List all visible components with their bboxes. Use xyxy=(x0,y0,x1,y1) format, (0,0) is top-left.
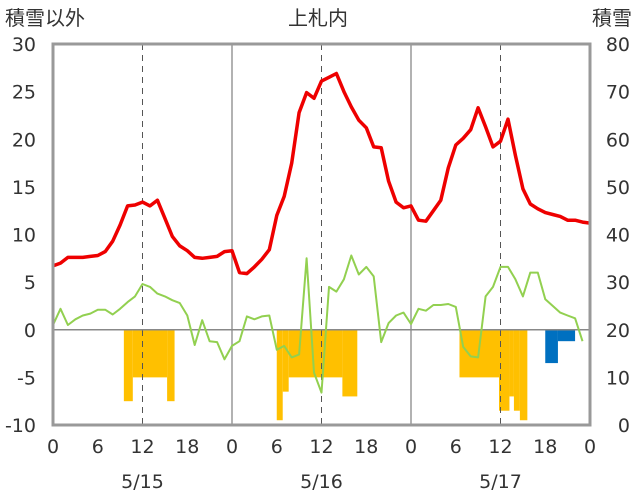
date-label: 5/17 xyxy=(479,471,522,493)
right-tick-label: 60 xyxy=(606,129,630,151)
left-axis-label: 積雪以外 xyxy=(5,6,85,30)
bar-0-2 xyxy=(167,329,175,402)
left-tick-label: 20 xyxy=(12,129,36,151)
right-tick-label: 30 xyxy=(606,272,630,294)
left-tick-label: 10 xyxy=(12,225,36,247)
x-tick-label: 12 xyxy=(309,436,333,458)
left-tick-label: 30 xyxy=(12,34,36,56)
bar-0-8 xyxy=(499,329,510,411)
left-tick-label: 5 xyxy=(24,272,36,294)
line-layer xyxy=(52,71,591,394)
x-tick-label: 0 xyxy=(584,436,596,458)
bar-1-0 xyxy=(545,329,558,364)
left-tick-label: 15 xyxy=(12,177,36,199)
gridline-layer xyxy=(53,44,590,425)
right-tick-label: 10 xyxy=(606,367,630,389)
x-tick-label: 18 xyxy=(175,436,199,458)
left-tick-label: 0 xyxy=(24,320,36,342)
x-tick-label: 12 xyxy=(130,436,154,458)
right-tick-label: 40 xyxy=(606,225,630,247)
series-line-1 xyxy=(52,254,584,394)
x-tick-label: 6 xyxy=(450,436,462,458)
right-tick-label: 20 xyxy=(606,320,630,342)
plot-frame xyxy=(51,42,592,427)
bar-0-9 xyxy=(509,329,514,397)
bar-0-10 xyxy=(513,329,520,411)
bar-0-0 xyxy=(123,329,133,402)
right-tick-label: 0 xyxy=(618,415,630,437)
right-tick-label: 50 xyxy=(606,177,630,199)
bar-0-4 xyxy=(282,329,289,392)
right-axis-label: 積雪 xyxy=(592,6,632,30)
x-tick-label: 0 xyxy=(405,436,417,458)
date-label: 5/16 xyxy=(300,471,343,493)
bar-1-1 xyxy=(557,329,576,342)
chart-title: 上札内 xyxy=(288,6,348,30)
right-tick-label: 70 xyxy=(606,82,630,104)
bar-0-5 xyxy=(288,329,343,378)
bar-0-6 xyxy=(342,329,358,397)
x-tick-label: 12 xyxy=(488,436,512,458)
bar-layer xyxy=(123,329,576,421)
left-tick-label: -10 xyxy=(5,415,36,437)
x-tick-label: 6 xyxy=(271,436,283,458)
left-tick-label: -5 xyxy=(17,367,36,389)
x-tick-label: 0 xyxy=(226,436,238,458)
left-tick-label: 25 xyxy=(12,82,36,104)
x-tick-label: 0 xyxy=(47,436,59,458)
bar-0-11 xyxy=(519,329,528,421)
series-line-0 xyxy=(52,71,591,276)
x-tick-label: 18 xyxy=(533,436,557,458)
x-tick-label: 6 xyxy=(92,436,104,458)
right-tick-label: 80 xyxy=(606,34,630,56)
bar-0-1 xyxy=(132,329,168,378)
bar-0-3 xyxy=(276,329,283,421)
x-tick-label: 18 xyxy=(354,436,378,458)
date-label: 5/15 xyxy=(121,471,164,493)
